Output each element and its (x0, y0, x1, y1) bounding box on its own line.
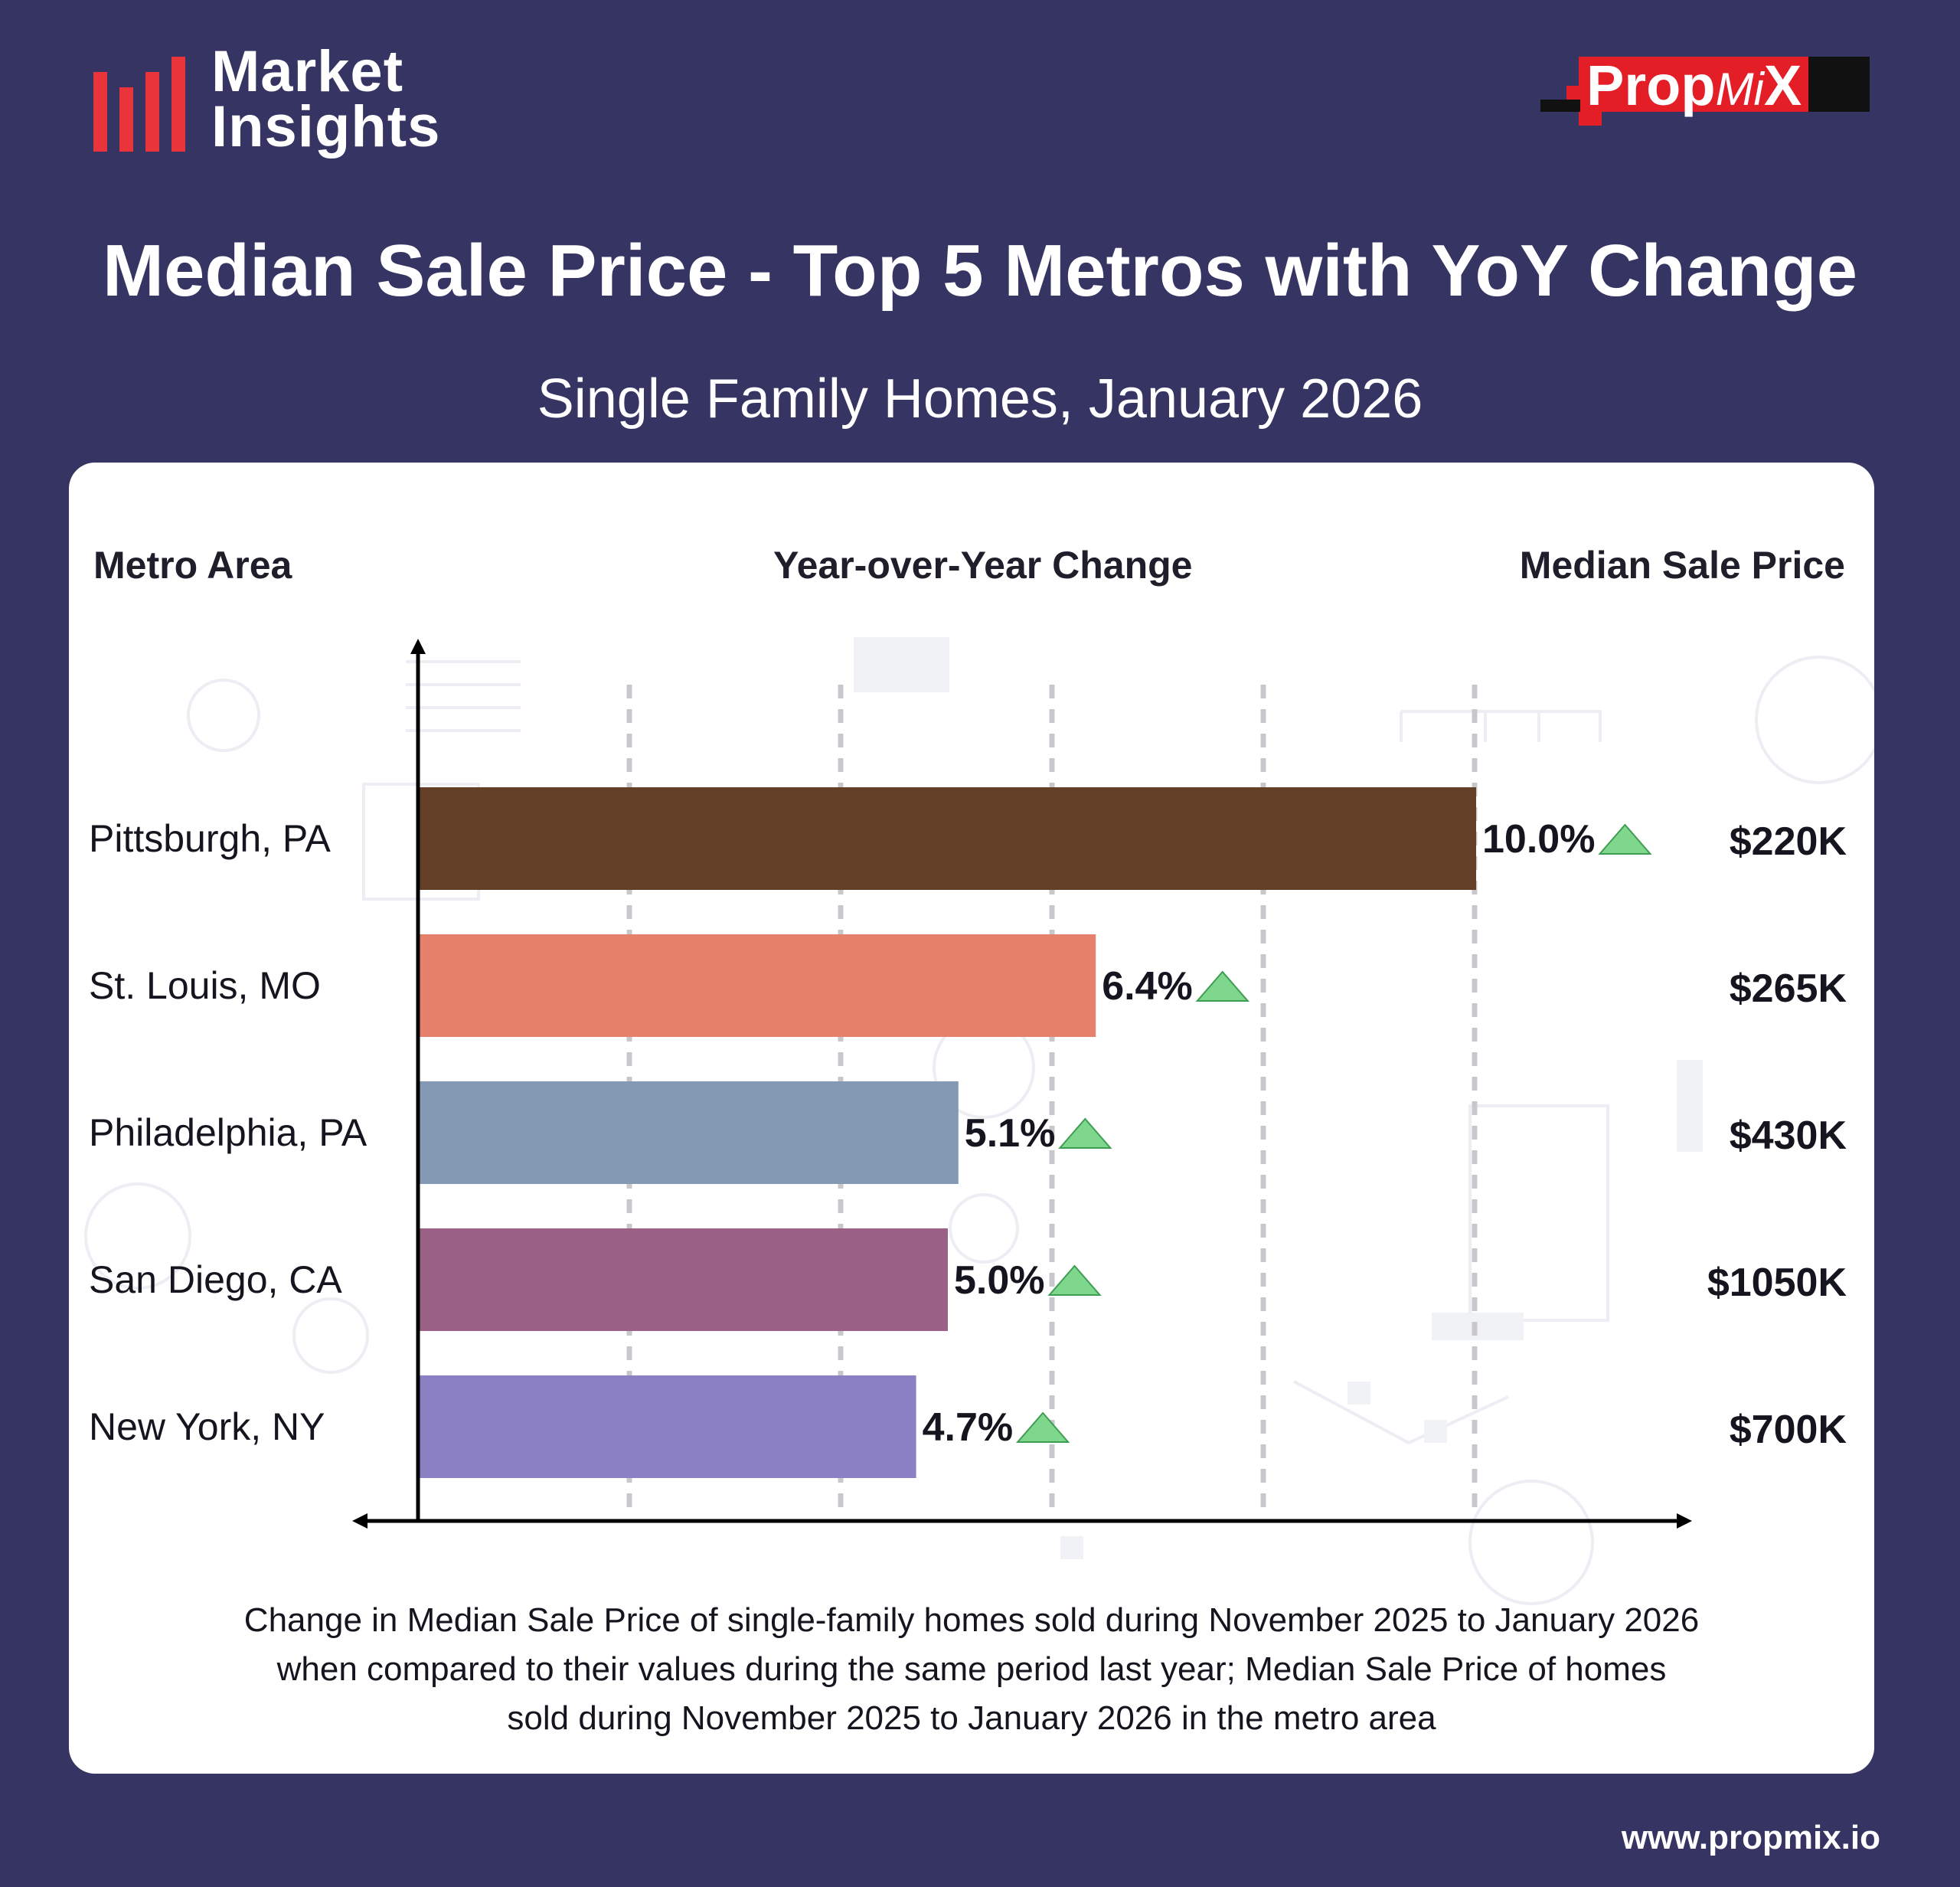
bar (420, 1375, 916, 1478)
price-label: $700K (1729, 1408, 1847, 1452)
price-label: $430K (1729, 1114, 1847, 1158)
bar (420, 1228, 948, 1331)
chart-title: Median Sale Price - Top 5 Metros with Yo… (102, 230, 1858, 312)
price-label: $220K (1729, 819, 1847, 864)
brand-line-1: Market (211, 39, 403, 104)
background-decoration (84, 637, 1874, 1605)
increase-triangle-icon (1598, 823, 1652, 855)
market-insights-logo: Market Insights (92, 39, 441, 159)
value-label: 4.7% (923, 1405, 1014, 1450)
chart-subtitle: Single Family Homes, January 2026 (537, 368, 1423, 430)
metro-label: New York, NY (89, 1405, 325, 1448)
chart-card: Metro Area Year-over-Year Change Median … (69, 463, 1874, 1774)
increase-triangle-icon (1047, 1264, 1102, 1296)
header-metro-area: Metro Area (93, 544, 292, 587)
price-label: $265K (1729, 966, 1847, 1011)
value-label: 5.1% (965, 1111, 1056, 1156)
brand-line-2: Insights (211, 94, 441, 159)
footnote: Change in Median Sale Price of single-fa… (69, 1596, 1874, 1743)
value-label: 5.0% (954, 1258, 1045, 1303)
price-label: $1050K (1707, 1261, 1847, 1305)
metro-label: San Diego, CA (89, 1258, 342, 1301)
bar-chart-icon (92, 44, 199, 152)
metro-label: Philadelphia, PA (89, 1111, 368, 1154)
footnote-line-3: sold during November 2025 to January 202… (507, 1699, 1436, 1737)
metro-label: Pittsburgh, PA (89, 817, 331, 860)
increase-triangle-icon (1058, 1117, 1112, 1149)
bar-chart: 10.0% 6.4% 5.1% 5.0% 4.7% (352, 639, 1692, 1529)
bar (420, 787, 1476, 890)
footnote-line-2: when compared to their values during the… (276, 1650, 1667, 1688)
bar (420, 1081, 959, 1184)
footnote-line-1: Change in Median Sale Price of single-fa… (243, 1601, 1700, 1639)
value-label: 10.0% (1482, 817, 1595, 862)
website-link[interactable]: www.propmix.io (1621, 1819, 1880, 1856)
metro-label: St. Louis, MO (89, 964, 321, 1007)
value-label: 6.4% (1102, 964, 1193, 1009)
increase-triangle-icon (1015, 1411, 1070, 1443)
propmix-logo: PropMiX (1540, 57, 1870, 130)
brand-name: Market Insights (211, 39, 441, 159)
increase-triangle-icon (1195, 970, 1250, 1002)
header-yoy-change: Year-over-Year Change (773, 544, 1193, 587)
header-median-sale-price: Median Sale Price (1519, 544, 1845, 587)
bar (420, 934, 1096, 1037)
